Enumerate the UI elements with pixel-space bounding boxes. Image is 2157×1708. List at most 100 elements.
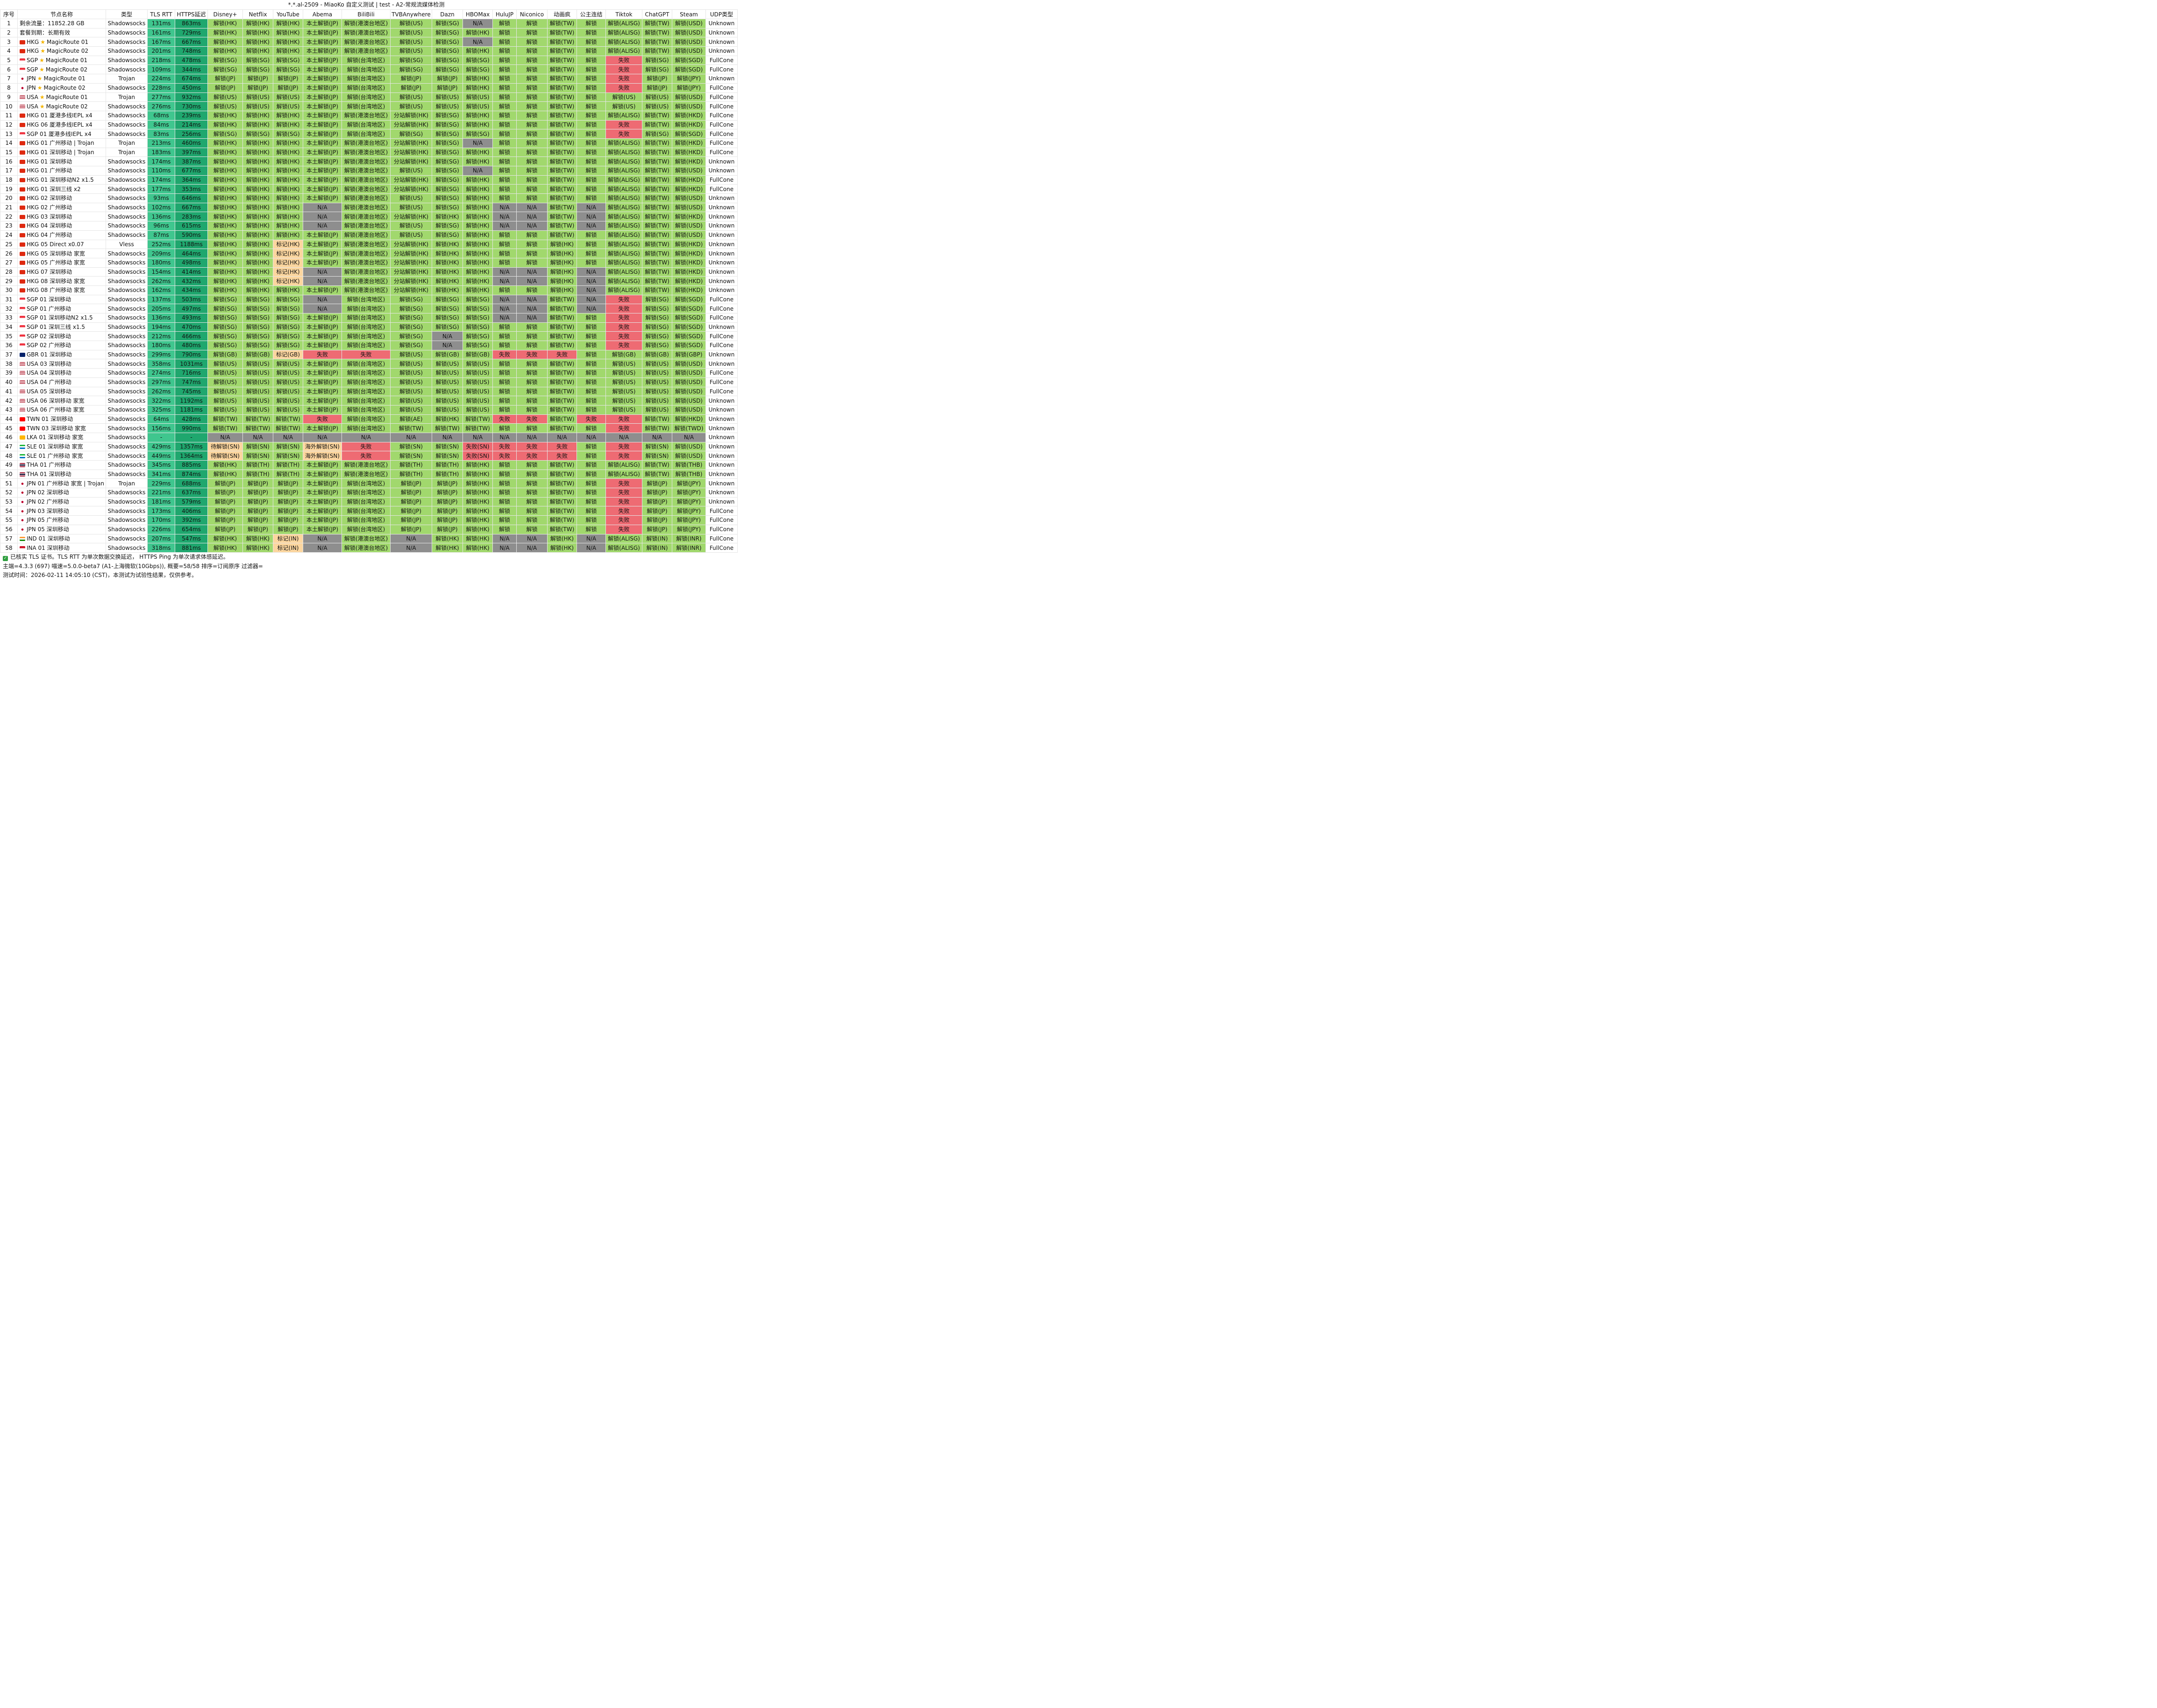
column-header[interactable]: TVBAnywhere: [390, 9, 432, 19]
table-row[interactable]: 24 HKG 04 广州移动 Shadowsocks 87ms 590ms 解锁(HK) 解…: [0, 230, 738, 240]
table-row[interactable]: 44 TWN 01 深圳移动 Shadowsocks 64ms 428ms 解锁(TW) 解…: [0, 414, 738, 424]
table-row[interactable]: 34 SGP 01 深圳三线 x1.5 Shadowsocks 194ms 470ms 解…: [0, 322, 738, 332]
column-header[interactable]: 类型: [106, 9, 148, 19]
table-row[interactable]: 45 TWN 03 深圳移动 家宽 Shadowsocks 156ms 990ms 解锁(…: [0, 423, 738, 433]
table-row[interactable]: 42 USA 06 深圳移动 家宽 Shadowsocks 322ms 1192ms 解锁…: [0, 396, 738, 406]
table-row[interactable]: 41 USA 05 深圳移动 Shadowsocks 262ms 745ms 解锁(US)…: [0, 386, 738, 397]
column-header[interactable]: Dazn: [432, 9, 463, 19]
table-row[interactable]: 1 剩余流量：11852.28 GB Shadowsocks 131ms 863ms 解锁…: [0, 19, 738, 28]
table-row[interactable]: 5 SGP ★ MagicRoute 01 Shadowsocks 218ms 478ms 解…: [0, 55, 738, 65]
table-row[interactable]: 54 JPN 03 深圳移动 Shadowsocks 173ms 406ms 解锁(JP)…: [0, 506, 738, 516]
table-row[interactable]: 47 SLE 01 深圳移动 家宽 Shadowsocks 429ms 1357ms 待解…: [0, 441, 738, 452]
table-row[interactable]: 56 JPN 05 深圳移动 Shadowsocks 226ms 654ms 解锁(JP)…: [0, 524, 738, 534]
column-header[interactable]: 公主连结: [577, 9, 606, 19]
column-header[interactable]: Steam: [672, 9, 706, 19]
node-type: Shadowsocks: [106, 515, 148, 525]
table-row[interactable]: 49 THA 01 广州移动 Shadowsocks 345ms 885ms 解锁(HK)…: [0, 460, 738, 470]
column-header[interactable]: UDP类型: [705, 9, 738, 19]
udp-type: FullCone: [705, 184, 738, 194]
table-row[interactable]: 50 THA 01 深圳移动 Shadowsocks 341ms 874ms 解锁(HK)…: [0, 469, 738, 479]
table-row[interactable]: 12 HKG 06 厦港多线IEPL x4 Shadowsocks 84ms 214ms…: [0, 120, 738, 130]
table-row[interactable]: 33 SGP 01 深圳移动N2 x1.5 Shadowsocks 136ms 493m…: [0, 313, 738, 323]
unlock-result: 解锁: [492, 110, 517, 121]
column-header[interactable]: ChatGPT: [642, 9, 672, 19]
table-row[interactable]: 39 USA 04 深圳移动 Shadowsocks 274ms 716ms 解锁(US)…: [0, 368, 738, 378]
table-row[interactable]: 22 HKG 03 深圳移动 Shadowsocks 136ms 283ms 解锁(HK)…: [0, 212, 738, 222]
unlock-result: 解锁: [577, 101, 606, 111]
table-row[interactable]: 7 JPN ★ MagicRoute 01 Trojan 224ms 674ms 解锁(JP)…: [0, 74, 738, 84]
unlock-result: 解锁(HK): [463, 184, 493, 194]
table-row[interactable]: 20 HKG 02 深圳移动 Shadowsocks 93ms 646ms 解锁(HK) 解…: [0, 193, 738, 203]
table-row[interactable]: 27 HKG 05 广州移动 家宽 Shadowsocks 180ms 498ms 解锁(…: [0, 257, 738, 268]
table-row[interactable]: 29 HKG 08 深圳移动 家宽 Shadowsocks 262ms 432ms 解锁(…: [0, 276, 738, 286]
unlock-result: 解锁: [492, 138, 517, 148]
table-row[interactable]: 2 套餐到期：长期有效 Shadowsocks 161ms 729ms 解锁(HK) 解锁(…: [0, 28, 738, 38]
table-row[interactable]: 23 HKG 04 深圳移动 Shadowsocks 96ms 615ms 解锁(HK) 解…: [0, 221, 738, 231]
table-row[interactable]: 28 HKG 07 深圳移动 Shadowsocks 154ms 414ms 解锁(HK)…: [0, 267, 738, 277]
table-row[interactable]: 53 JPN 02 广州移动 Shadowsocks 181ms 579ms 解锁(JP)…: [0, 497, 738, 507]
column-header[interactable]: YouTube: [273, 9, 303, 19]
column-header[interactable]: Tiktok: [605, 9, 642, 19]
table-row[interactable]: 25 HKG 05 Direct x0.07 Vless 252ms 1188ms 解锁(…: [0, 239, 738, 249]
table-row[interactable]: 8 JPN ★ MagicRoute 02 Shadowsocks 228ms 450ms 解…: [0, 83, 738, 93]
column-header[interactable]: Niconico: [516, 9, 548, 19]
hk-flag-icon: [20, 288, 25, 293]
table-row[interactable]: 3 HKG ★ MagicRoute 01 Shadowsocks 167ms 667ms 解…: [0, 37, 738, 47]
table-row[interactable]: 30 HKG 08 广州移动 家宽 Shadowsocks 162ms 434ms 解锁(…: [0, 285, 738, 295]
table-row[interactable]: 13 SGP 01 厦港多线IEPL x4 Shadowsocks 83ms 256ms…: [0, 129, 738, 139]
unlock-result: 解锁(TW): [642, 46, 672, 56]
node-name-text: JPN 02 深圳移动: [27, 489, 69, 496]
column-header[interactable]: TLS RTT: [147, 9, 175, 19]
unlock-result: 解锁(USD): [672, 396, 706, 406]
unlock-result: 解锁(JP): [642, 506, 672, 516]
table-row[interactable]: 57 IND 01 深圳移动 Shadowsocks 207ms 547ms 解锁(HK)…: [0, 534, 738, 544]
unlock-result: N/A: [577, 304, 606, 313]
unlock-result: 解锁(台湾地区): [342, 92, 391, 102]
unlock-result: 本土解锁(JP): [303, 405, 342, 415]
column-header[interactable]: Netflix: [242, 9, 273, 19]
table-row[interactable]: 51 JPN 01 广州移动 家宽 | Trojan Trojan 229ms 688m…: [0, 478, 738, 489]
table-row[interactable]: 21 HKG 02 广州移动 Shadowsocks 102ms 667ms 解锁(HK)…: [0, 202, 738, 213]
unlock-result: 解锁(HK): [242, 230, 273, 240]
column-header[interactable]: Abema: [303, 9, 342, 19]
unlock-result: N/A: [642, 432, 672, 442]
table-row[interactable]: 26 HKG 05 深圳移动 家宽 Shadowsocks 209ms 464ms 解锁(…: [0, 249, 738, 258]
table-row[interactable]: 48 SLE 01 广州移动 家宽 Shadowsocks 449ms 1364ms 待解…: [0, 451, 738, 461]
table-row[interactable]: 46 LKA 01 深圳移动 家宽 Shadowsocks - - N/A N/A N/A N/…: [0, 432, 738, 442]
table-row[interactable]: 43 USA 06 广州移动 家宽 Shadowsocks 325ms 1181ms 解锁…: [0, 405, 738, 415]
unlock-result: 解锁(JP): [242, 83, 273, 93]
table-row[interactable]: 36 SGP 02 广州移动 Shadowsocks 180ms 480ms 解锁(SG)…: [0, 341, 738, 350]
table-row[interactable]: 38 USA 03 深圳移动 Shadowsocks 358ms 1031ms 解锁(US…: [0, 359, 738, 369]
table-row[interactable]: 11 HKG 01 厦港多线IEPL x4 Shadowsocks 68ms 239ms…: [0, 110, 738, 121]
table-row[interactable]: 58 INA 01 深圳移动 Shadowsocks 318ms 881ms 解锁(HK)…: [0, 543, 738, 553]
table-row[interactable]: 6 SGP ★ MagicRoute 02 Shadowsocks 109ms 344ms 解…: [0, 64, 738, 75]
unlock-result: 解锁(HK): [432, 249, 463, 258]
unlock-result: 解锁: [577, 386, 606, 397]
table-row[interactable]: 35 SGP 02 深圳移动 Shadowsocks 212ms 466ms 解锁(SG)…: [0, 331, 738, 342]
table-row[interactable]: 40 USA 04 广州移动 Shadowsocks 297ms 747ms 解锁(US)…: [0, 377, 738, 387]
column-header[interactable]: HuluJP: [492, 9, 517, 19]
column-header[interactable]: Disney+: [207, 9, 243, 19]
column-header[interactable]: HBOMax: [463, 9, 493, 19]
column-header[interactable]: HTTPS延迟: [175, 9, 208, 19]
table-row[interactable]: 19 HKG 01 深圳三线 x2 Shadowsocks 177ms 353ms 解锁(…: [0, 184, 738, 194]
unlock-result: 解锁: [492, 46, 517, 56]
table-row[interactable]: 9 USA ★ MagicRoute 01 Trojan 277ms 932ms 解锁(US)…: [0, 92, 738, 102]
table-row[interactable]: 32 SGP 01 广州移动 Shadowsocks 205ms 497ms 解锁(SG)…: [0, 304, 738, 313]
table-row[interactable]: 14 HKG 01 广州移动 | Trojan Trojan 213ms 460ms 解锁…: [0, 138, 738, 148]
table-row[interactable]: 55 JPN 05 广州移动 Shadowsocks 170ms 392ms 解锁(JP)…: [0, 515, 738, 525]
table-row[interactable]: 4 HKG ★ MagicRoute 02 Shadowsocks 201ms 748ms 解…: [0, 46, 738, 56]
table-row[interactable]: 10 USA ★ MagicRoute 02 Shadowsocks 276ms 730ms…: [0, 101, 738, 111]
column-header[interactable]: 序号: [0, 9, 18, 19]
column-header[interactable]: 动画疯: [547, 9, 577, 19]
table-row[interactable]: 52 JPN 02 深圳移动 Shadowsocks 221ms 637ms 解锁(JP)…: [0, 488, 738, 498]
table-row[interactable]: 16 HKG 01 深圳移动 Shadowsocks 174ms 387ms 解锁(HK)…: [0, 157, 738, 166]
table-row[interactable]: 18 HKG 01 深圳移动N2 x1.5 Shadowsocks 174ms 364m…: [0, 175, 738, 185]
column-header[interactable]: 节点名称: [17, 9, 106, 19]
table-row[interactable]: 37 GBR 01 深圳移动 Shadowsocks 299ms 790ms 解锁(GB)…: [0, 349, 738, 360]
table-row[interactable]: 15 HKG 01 深圳移动 | Trojan Trojan 183ms 397ms 解锁…: [0, 147, 738, 157]
table-row[interactable]: 31 SGP 01 深圳移动 Shadowsocks 137ms 503ms 解锁(SG)…: [0, 294, 738, 305]
column-header[interactable]: BiliBili: [342, 9, 391, 19]
table-row[interactable]: 17 HKG 01 广州移动 Shadowsocks 110ms 677ms 解锁(HK)…: [0, 166, 738, 176]
unlock-result: 解锁(HK): [242, 285, 273, 295]
